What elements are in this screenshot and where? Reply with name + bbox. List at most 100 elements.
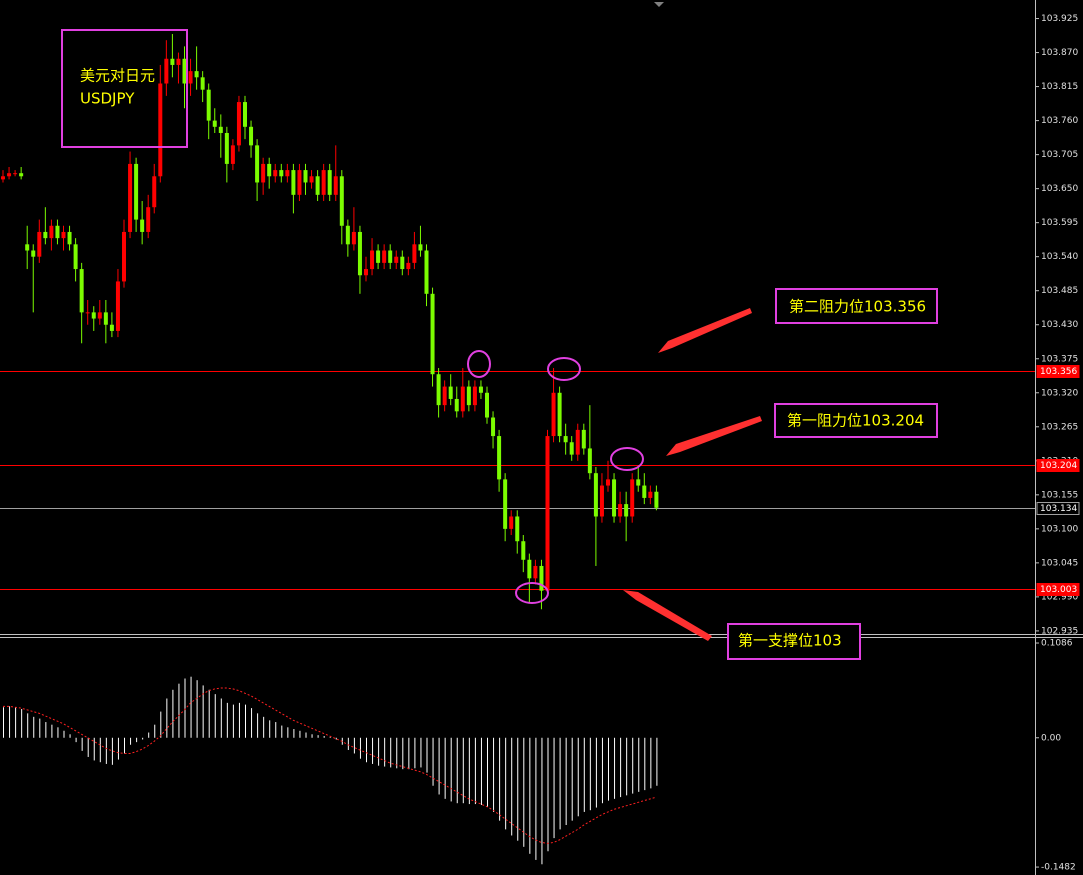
annotation-box — [775, 288, 938, 324]
candle-body — [103, 312, 108, 325]
candle-body — [491, 417, 496, 437]
candle-body — [545, 436, 550, 591]
candle-body — [224, 132, 229, 164]
candle-body — [279, 170, 284, 177]
highlight-circle — [467, 350, 491, 378]
candle-body — [515, 516, 520, 542]
candle-body — [497, 436, 502, 480]
candle-body — [243, 102, 247, 127]
candle-body — [285, 170, 290, 177]
y-tick-label: 103.320 — [1041, 388, 1078, 398]
scroll-marker — [654, 2, 664, 7]
candle-body — [654, 491, 659, 508]
arrow — [666, 416, 762, 456]
candle-body — [612, 479, 617, 517]
candle-body — [31, 250, 36, 257]
candle-body — [122, 231, 126, 282]
candle-body — [140, 219, 145, 232]
y-tick-label: 103.375 — [1041, 354, 1078, 364]
candle-body — [321, 170, 326, 195]
y-tick-label: 103.265 — [1041, 422, 1078, 432]
candle-body — [587, 448, 592, 474]
candle-body — [230, 145, 235, 164]
candle-body — [351, 231, 356, 245]
chart-subtitle: USDJPY — [80, 90, 135, 108]
candle-body — [521, 541, 526, 560]
candle-body — [73, 244, 78, 270]
candle-body — [255, 145, 260, 183]
candle-body — [581, 429, 586, 449]
candle-body — [79, 269, 84, 313]
candle-body — [91, 312, 96, 319]
candle-body — [164, 58, 169, 84]
candle-body — [569, 442, 574, 455]
candle-body — [67, 231, 72, 245]
candle-body — [273, 170, 278, 177]
candle-body — [85, 312, 90, 314]
candle-body — [152, 176, 157, 208]
candle-body — [503, 479, 508, 529]
candle-body — [303, 170, 308, 183]
y-tick-label: 0.1086 — [1041, 639, 1073, 649]
y-tick-label: 103.595 — [1041, 218, 1078, 228]
candle-body — [382, 250, 387, 263]
candle-body — [364, 269, 368, 276]
y-tick-label: 102.990 — [1041, 592, 1078, 602]
candle-body — [236, 102, 241, 146]
candle-body — [158, 83, 163, 177]
annotation: 第一阻力位103.204 — [787, 412, 924, 430]
candle-body — [418, 244, 423, 251]
candle-body — [448, 386, 453, 399]
candle-body — [7, 173, 12, 177]
candle-body — [134, 163, 139, 220]
candle-body — [454, 398, 459, 412]
candle-body — [400, 256, 405, 270]
candle-body — [218, 126, 223, 133]
candle-body — [182, 58, 187, 84]
level-label-box — [1036, 459, 1080, 472]
signal-line — [3, 687, 657, 844]
level-label-box — [1036, 502, 1080, 515]
candle-body — [19, 173, 24, 177]
annotation-box — [774, 403, 938, 438]
annotation: 第一支撑位103 — [738, 632, 842, 650]
highlight-circle — [610, 447, 644, 471]
candle-body — [109, 324, 114, 331]
candle-body — [370, 250, 375, 270]
candle-body — [593, 473, 598, 517]
level-label: 103.356 — [1040, 367, 1077, 377]
candle-body — [200, 77, 205, 90]
candle-body — [13, 173, 18, 175]
candle-body — [630, 479, 635, 517]
annotation-box — [727, 623, 861, 660]
candle-body — [388, 250, 393, 263]
candle-body — [575, 429, 580, 455]
arrow — [658, 308, 752, 353]
candle-body — [424, 250, 429, 294]
candle-body — [291, 170, 296, 195]
y-tick-label: 103.540 — [1041, 252, 1078, 262]
y-tick-label: 103.485 — [1041, 286, 1078, 296]
y-tick-label: -0.1482 — [1041, 863, 1076, 873]
candle-body — [1, 176, 5, 180]
candle-body — [618, 504, 623, 517]
candle-body — [170, 58, 175, 65]
candle-body — [527, 559, 532, 579]
candle-body — [478, 386, 483, 393]
candle-body — [376, 250, 381, 263]
candle-body — [146, 207, 151, 232]
candle-body — [115, 281, 120, 331]
candle-body — [466, 386, 471, 406]
y-tick-label: 103.815 — [1041, 82, 1078, 92]
candle-body — [357, 231, 362, 276]
candle-body — [430, 293, 435, 375]
candle-body — [25, 244, 30, 251]
level-label: 103.204 — [1040, 461, 1077, 471]
candle-body — [442, 386, 447, 406]
candle-body — [206, 89, 211, 121]
candle-body — [606, 479, 610, 486]
candle-body — [188, 71, 193, 84]
candle-body — [533, 565, 538, 579]
y-tick-label: 102.935 — [1041, 626, 1078, 636]
